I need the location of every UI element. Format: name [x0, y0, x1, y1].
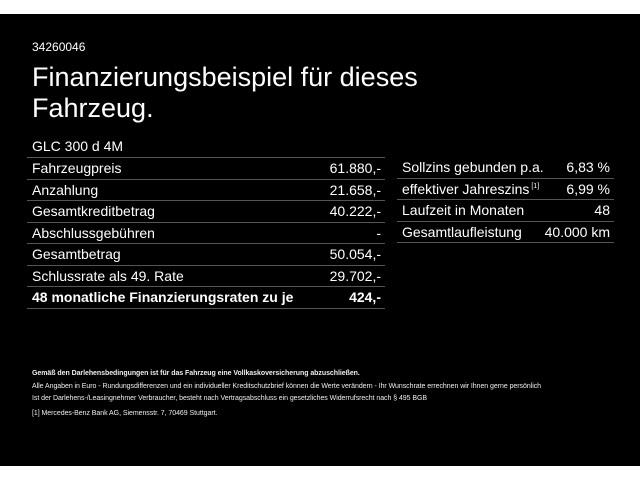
row-label: Gesamtkreditbetrag [32, 203, 155, 219]
row-value: 29.702,- [329, 267, 381, 284]
row-value: 424,- [349, 289, 381, 305]
page-title: Finanzierungsbeispiel für dieses Fahrzeu… [32, 62, 418, 123]
table-row: Laufzeit in Monaten 48 [397, 200, 614, 222]
row-value: 6,83 % [566, 159, 610, 175]
monthly-rate-row: 48 monatliche Finanzierungsraten zu je 42… [27, 287, 385, 309]
row-value: 48 [594, 202, 610, 218]
vehicle-id: 34260046 [32, 40, 86, 54]
disclaimer-line-1: Alle Angaben in Euro - Rundungsdifferenz… [32, 383, 541, 390]
row-value: 40.000 km [544, 223, 610, 240]
row-value: - [376, 224, 381, 241]
financing-table: Fahrzeugpreis 61.880,- Anzahlung 21.658,- … [27, 157, 385, 309]
row-value: 21.658,- [329, 181, 381, 198]
row-value: 40.222,- [329, 203, 381, 219]
footnote: [1] Mercedes-Benz Bank AG, Siemensstr. 7… [32, 410, 218, 417]
financing-panel [0, 14, 640, 466]
table-row: Gesamtlaufleistung 40.000 km [397, 222, 614, 243]
table-row: Anzahlung 21.658,- [27, 180, 385, 201]
table-row: effektiver Jahreszins [1] 6,99 % [397, 179, 614, 200]
row-label: Fahrzeugpreis [32, 160, 122, 176]
row-label: 48 monatliche Finanzierungsraten zu je [32, 289, 294, 305]
table-row: Gesamtbetrag 50.054,- [27, 244, 385, 266]
row-label: Schlussrate als 49. Rate [32, 267, 184, 284]
row-label: Gesamtlaufleistung [402, 223, 522, 240]
insurance-note: Gemäß den Darlehensbedingungen ist für d… [32, 370, 360, 377]
row-label: Sollzins gebunden p.a. [402, 159, 544, 175]
row-value: 6,99 % [566, 180, 610, 197]
model-name: GLC 300 d 4M [32, 138, 124, 154]
table-row: Abschlussgebühren - [27, 223, 385, 244]
disclaimer-line-2: Ist der Darlehens-/Leasingnehmer Verbrau… [32, 395, 428, 402]
row-label: Anzahlung [32, 181, 99, 198]
row-label: Laufzeit in Monaten [402, 202, 525, 218]
table-row: Sollzins gebunden p.a. 6,83 % [397, 157, 614, 179]
row-value: 61.880,- [329, 160, 381, 176]
footnote-ref: [1] [531, 182, 540, 190]
row-label: Abschlussgebühren [32, 224, 155, 241]
table-row: Gesamtkreditbetrag 40.222,- [27, 201, 385, 223]
table-row: Schlussrate als 49. Rate 29.702,- [27, 266, 385, 287]
table-row: Fahrzeugpreis 61.880,- [27, 158, 385, 180]
row-label: Gesamtbetrag [32, 246, 121, 262]
interest-table: Sollzins gebunden p.a. 6,83 % effektiver … [397, 157, 614, 243]
row-label: effektiver Jahreszins [402, 180, 530, 197]
row-value: 50.054,- [329, 246, 381, 262]
